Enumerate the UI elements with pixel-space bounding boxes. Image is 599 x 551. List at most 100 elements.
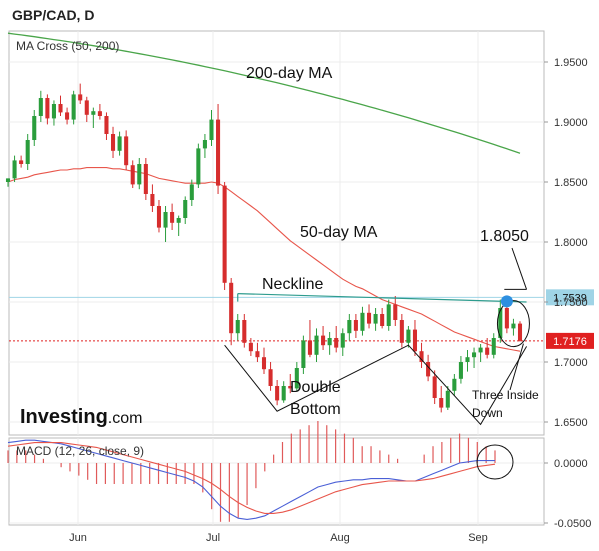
candle-body	[445, 390, 450, 408]
candle-body	[163, 212, 168, 228]
candle-body	[478, 347, 483, 353]
candle-body	[150, 194, 155, 206]
candle-body	[51, 104, 56, 119]
candle-body	[222, 185, 227, 283]
target-leader	[511, 247, 528, 290]
candle-body	[465, 357, 470, 362]
candle-body	[202, 140, 207, 149]
candle-body	[307, 340, 312, 355]
macd-panel-frame	[8, 437, 545, 526]
price-badge: 1.7176	[553, 336, 587, 348]
candle-body	[321, 335, 326, 346]
y-tick-label: 1.7000	[554, 357, 588, 369]
macd-layer	[7, 421, 514, 522]
candle-body	[124, 136, 129, 166]
candle-body	[78, 94, 83, 101]
grid	[9, 31, 544, 525]
y-tick-label: 1.9500	[554, 57, 588, 69]
candle-body	[91, 111, 96, 115]
candle-body	[452, 378, 457, 391]
neckline-line	[237, 293, 527, 303]
axes: Jun Jul Aug Sep1.95001.90001.85001.80001.75…	[69, 57, 591, 544]
annotation-three-inside: Three Inside	[472, 388, 539, 402]
candle-body	[248, 342, 253, 352]
candle-body	[268, 369, 273, 386]
candle-body	[426, 362, 431, 377]
ma-layer	[7, 32, 521, 352]
candle-body	[189, 184, 194, 200]
candle-body	[399, 320, 404, 343]
candle-body	[327, 338, 332, 346]
candle-body	[472, 352, 477, 358]
macd-tick-label: 0.0000	[554, 458, 588, 470]
candle-body	[261, 357, 267, 370]
candle-body	[393, 304, 398, 320]
annotation-200-day-ma: 200-day MA	[246, 65, 333, 82]
ma-cross-label: MA Cross (50, 200)	[16, 39, 119, 53]
ma200-line	[7, 32, 521, 154]
candle-body	[58, 104, 63, 113]
candle-body	[255, 351, 260, 358]
x-tick-label: Jun	[69, 532, 87, 544]
three-inside-pointer	[509, 343, 524, 391]
ma50-line	[7, 167, 521, 352]
candle-body	[183, 200, 188, 218]
y-tick-label: 1.7500	[554, 297, 588, 309]
three-inside-circle	[496, 300, 530, 348]
candle-body	[170, 212, 175, 223]
candle-body	[156, 206, 162, 228]
candle-body	[458, 362, 463, 379]
candle-body	[281, 386, 286, 401]
guides	[9, 296, 544, 342]
candle-body	[32, 116, 37, 140]
candle-body	[38, 98, 43, 116]
candle-body	[288, 386, 293, 389]
candle-body	[334, 338, 339, 348]
macd-highlight-circle	[476, 444, 514, 480]
annotation-bottom: Bottom	[290, 401, 341, 418]
candle-body	[117, 136, 122, 151]
candle-body	[504, 308, 509, 329]
x-tick-label: Sep	[468, 532, 488, 544]
candle-body	[25, 140, 30, 164]
investing-logo: Investing.com	[20, 406, 142, 428]
candle-body	[498, 308, 503, 338]
candle-body	[419, 351, 424, 362]
candle-body	[491, 338, 496, 355]
macd-tick-label: -0.0500	[554, 518, 591, 530]
chart-title: GBP/CAD, D	[12, 7, 94, 23]
double-bottom-outline	[224, 344, 528, 426]
candle-body	[294, 368, 299, 389]
candle-body	[517, 323, 523, 341]
candle-body	[110, 134, 116, 151]
candle-body	[439, 398, 444, 408]
candle-body	[19, 160, 24, 164]
candle-body	[104, 116, 109, 134]
candle-body	[97, 111, 102, 116]
candle-body	[511, 323, 516, 329]
candle-body	[406, 329, 411, 343]
candles	[5, 83, 523, 413]
candle-body	[353, 320, 358, 331]
candle-body	[196, 148, 201, 185]
candle-body	[380, 314, 385, 326]
annotation-1-8050: 1.8050	[480, 228, 529, 245]
candle-body	[216, 119, 221, 186]
y-tick-label: 1.8000	[554, 237, 588, 249]
candle-body	[340, 333, 345, 348]
candle-body	[242, 320, 247, 343]
x-tick-label: Aug	[330, 532, 350, 544]
candle-body	[84, 100, 89, 115]
candle-body	[314, 335, 319, 355]
y-tick-label: 1.9000	[554, 117, 588, 129]
candle-body	[432, 376, 437, 398]
candle-body	[45, 98, 50, 119]
price-badge-bg	[546, 289, 594, 306]
candle-body	[386, 304, 391, 326]
candle-body	[373, 314, 378, 324]
x-tick-label: Jul	[206, 532, 220, 544]
candle-body	[360, 312, 365, 331]
annotation-double: Double	[290, 379, 341, 396]
candle-body	[235, 320, 240, 334]
